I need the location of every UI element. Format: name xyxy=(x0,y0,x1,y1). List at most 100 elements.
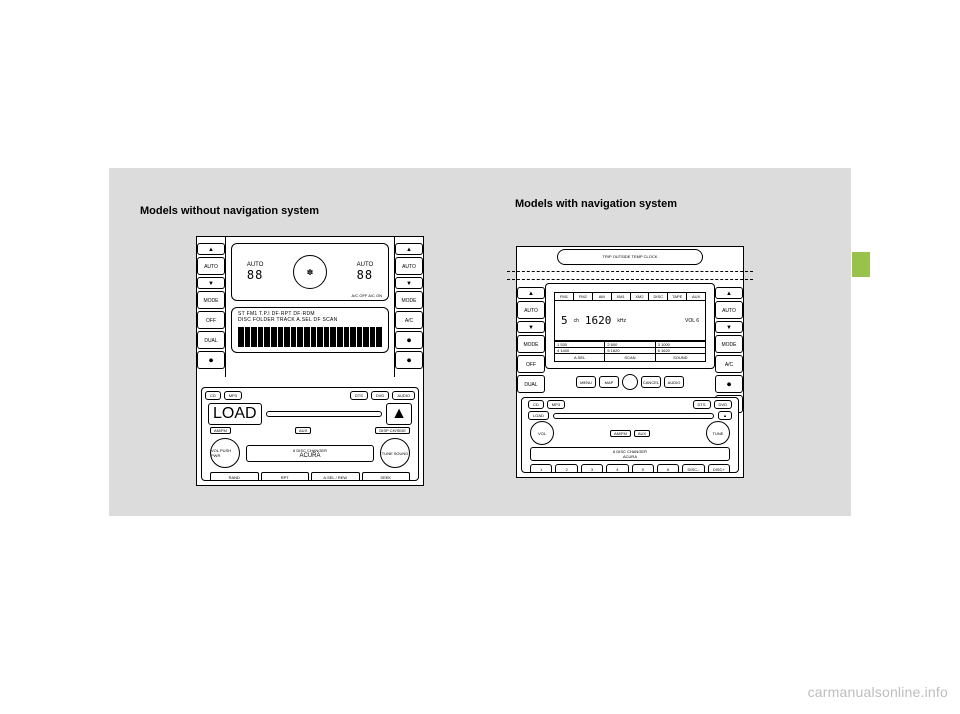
source-tab[interactable]: XM1 xyxy=(612,293,631,301)
off-button[interactable]: OFF xyxy=(197,311,225,329)
title-with-nav: Models with navigation system xyxy=(515,198,677,210)
preset-labels-row: RAND RPT A.SEL / REW SEEK xyxy=(202,470,418,481)
volume-knob[interactable]: VOL xyxy=(530,421,554,445)
auto-button-r[interactable]: AUTO xyxy=(715,301,743,319)
softkey[interactable]: A.SEL xyxy=(555,353,605,361)
preset-button[interactable]: 5 xyxy=(632,464,654,473)
rand-label: RAND xyxy=(210,472,259,481)
left-button-column: AUTO MODE OFF DUAL ⬣ xyxy=(197,243,225,369)
disp-button[interactable]: DISP CH/SIDE xyxy=(375,427,410,434)
title-without-nav: Models without navigation system xyxy=(140,205,319,217)
lcd-bars xyxy=(238,327,382,347)
softkey[interactable]: SCAN xyxy=(605,353,655,361)
temp-up-button[interactable] xyxy=(517,287,545,299)
amfm-button[interactable]: AM/FM xyxy=(210,427,231,434)
badge-dts: DTS xyxy=(693,400,711,409)
brand-label: ACURA xyxy=(531,454,729,459)
radio-lcd: ST FM1 T.P.I DF·RPT DF·RDM DISC FOLDER T… xyxy=(231,307,389,353)
temp-up-button-r[interactable] xyxy=(395,243,423,255)
disc-slot[interactable] xyxy=(553,413,714,419)
source-tab[interactable]: DISC xyxy=(649,293,668,301)
joystick[interactable] xyxy=(622,374,638,390)
temp-down-button-r[interactable] xyxy=(715,321,743,333)
auto-button[interactable]: AUTO xyxy=(197,257,225,275)
preset-grid: 1 5302 6003 1000 4 14005 16206 1620 xyxy=(555,341,705,353)
aux-button[interactable]: AUX xyxy=(634,430,650,437)
mode-button-r[interactable]: MODE xyxy=(395,291,423,309)
climate-wing: AUTO MODE OFF DUAL ⬣ AUTO MODE A/C ⬣ ⬣ A… xyxy=(197,237,423,377)
temp-down-button-r[interactable] xyxy=(395,277,423,289)
dash-line-bottom xyxy=(507,279,753,280)
eject-button[interactable]: ▲ xyxy=(718,411,732,420)
eject-button[interactable]: ▲ xyxy=(386,403,412,425)
rear-defrost-button[interactable]: ⬣ xyxy=(395,351,423,369)
audio-deck-nav: CD MP3 DTS DVD LOAD ▲ VOL AM/FM AUX TUNE… xyxy=(521,397,739,473)
dual-button[interactable]: DUAL xyxy=(197,331,225,349)
source-tab[interactable]: AM xyxy=(593,293,612,301)
tune-knob[interactable]: TUNE xyxy=(706,421,730,445)
dual-button[interactable]: DUAL xyxy=(517,375,545,393)
preset-button[interactable]: DISC– xyxy=(682,464,704,473)
right-button-column-nav: AUTO MODE A/C ⬣ ⬣ xyxy=(715,287,743,413)
source-tab[interactable]: FM1 xyxy=(555,293,574,301)
right-button-column: AUTO MODE A/C ⬣ ⬣ xyxy=(395,243,423,369)
badge-dvd: DVD xyxy=(714,400,732,409)
seek-label: SEEK xyxy=(362,472,411,481)
audio-button[interactable]: AUDIO xyxy=(664,376,684,388)
map-button[interactable]: MAP xyxy=(599,376,619,388)
source-tab[interactable]: FM2 xyxy=(574,293,593,301)
mode-button[interactable]: MODE xyxy=(197,291,225,309)
vent-button[interactable]: ⬣ xyxy=(197,351,225,369)
disc-slot[interactable] xyxy=(266,411,383,417)
ac-button[interactable]: A/C xyxy=(715,355,743,373)
preset-sub: ch xyxy=(574,318,579,324)
console-with-nav: TRIP OUTSIDE TEMP CLOCK AUTO MODE OFF DU… xyxy=(516,246,744,478)
badge-cd: CD xyxy=(528,400,544,409)
amfm-button[interactable]: AM/FM xyxy=(610,430,631,437)
temp-up-button[interactable] xyxy=(197,243,225,255)
load-button[interactable]: LOAD xyxy=(528,411,549,420)
auto-button[interactable]: AUTO xyxy=(517,301,545,319)
aux-button[interactable]: AUX xyxy=(295,427,311,434)
source-tab[interactable]: AUX xyxy=(687,293,705,301)
temp-left: 88 xyxy=(247,268,264,282)
defrost-button[interactable]: ⬣ xyxy=(715,375,743,393)
fan-dial: ✽ xyxy=(293,255,327,289)
badge-mp3: MP3 xyxy=(547,400,565,409)
load-button[interactable]: LOAD xyxy=(208,403,262,425)
preset-buttons-row: 123456DISC– DISC+ xyxy=(522,462,738,473)
temp-down-button[interactable] xyxy=(517,321,545,333)
ac-button[interactable]: A/C xyxy=(395,311,423,329)
cancel-button[interactable]: CANCEL xyxy=(641,376,661,388)
preset-button[interactable]: 2 xyxy=(555,464,577,473)
preset-button[interactable]: 6 xyxy=(657,464,679,473)
audio-deck: CD MP3 DTS DVD AUDIO LOAD ▲ AM/FM AUX DI… xyxy=(201,387,419,481)
lcd-line2: DISC FOLDER TRACK A.SEL DF SCAN xyxy=(238,317,382,323)
menu-button[interactable]: MENU xyxy=(576,376,596,388)
mode-button-r[interactable]: MODE xyxy=(715,335,743,353)
badge-dts: DTS xyxy=(350,391,368,400)
softkey[interactable]: SOUND xyxy=(656,353,705,361)
preset-button[interactable]: 4 xyxy=(606,464,628,473)
preset-button[interactable]: 1 xyxy=(530,464,552,473)
left-button-column-nav: AUTO MODE OFF DUAL xyxy=(517,287,545,393)
softkey-row: A.SELSCANSOUND xyxy=(555,353,705,361)
temp-down-button[interactable] xyxy=(197,277,225,289)
badge-cd: CD xyxy=(205,391,221,400)
tune-knob[interactable]: TUNE SOUND xyxy=(380,438,410,468)
badge-dvd: DVD xyxy=(371,391,389,400)
volume-knob[interactable]: VOL PUSH PWR xyxy=(210,438,240,468)
defrost-button[interactable]: ⬣ xyxy=(395,331,423,349)
vol-indicator: VOL 6 xyxy=(685,318,699,324)
off-button[interactable]: OFF xyxy=(517,355,545,373)
source-tab[interactable]: TAPE xyxy=(668,293,687,301)
climate-display: AUTO 88 ✽ AUTO 88 A/C OFF A/C ON xyxy=(231,243,389,301)
mode-button[interactable]: MODE xyxy=(517,335,545,353)
preset-button[interactable]: 3 xyxy=(581,464,603,473)
temp-up-button-r[interactable] xyxy=(715,287,743,299)
auto-button-r[interactable]: AUTO xyxy=(395,257,423,275)
nav-screen[interactable]: FM1FM2AMXM1XM2DISCTAPEAUX 5 ch 1620 kHz … xyxy=(554,292,706,362)
source-tab[interactable]: XM2 xyxy=(631,293,650,301)
preset-button[interactable]: DISC+ xyxy=(708,464,730,473)
badge-audio: AUDIO xyxy=(392,391,415,400)
